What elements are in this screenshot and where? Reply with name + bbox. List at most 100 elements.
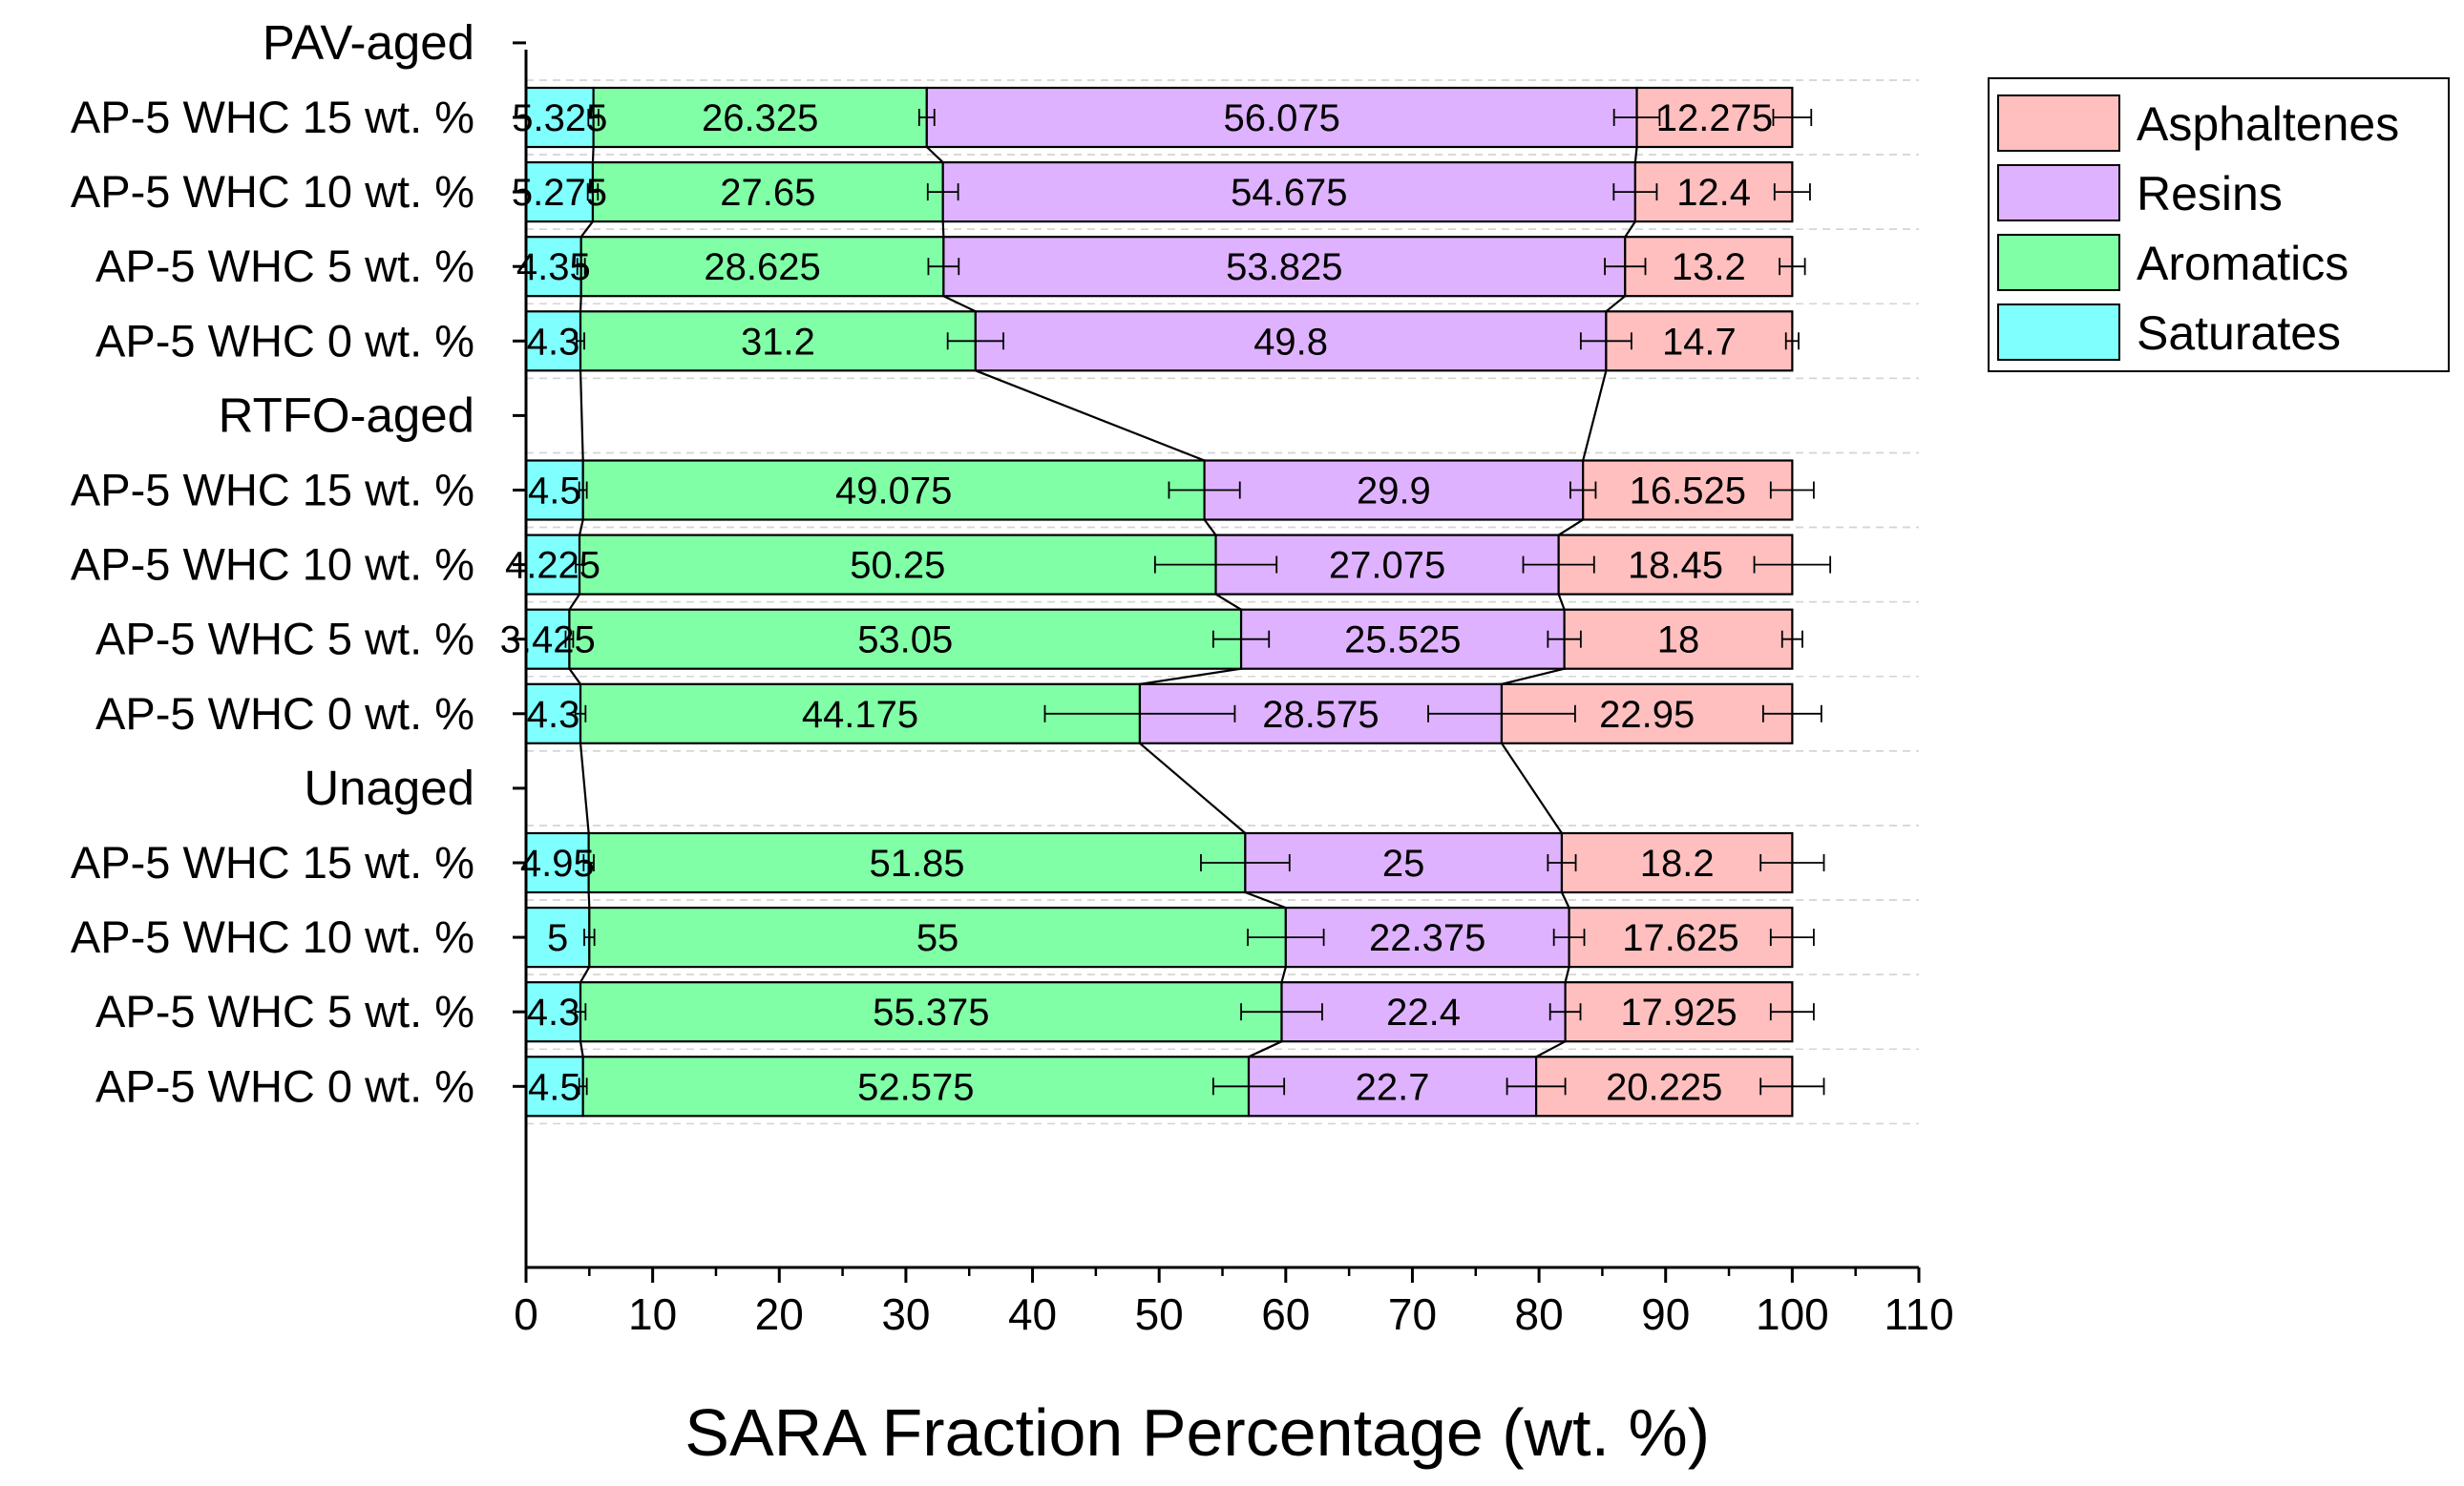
connector-line	[1633, 146, 1638, 163]
bar-segment-saturates	[524, 459, 584, 521]
error-bar	[1761, 704, 1822, 722]
data-label: 22.95	[1599, 694, 1695, 736]
x-tick-label: 60	[1261, 1289, 1310, 1339]
data-label: 4.5	[528, 471, 581, 513]
data-label: 44.175	[802, 694, 918, 736]
data-label: 22.7	[1356, 1066, 1430, 1108]
bar-segment-resins	[1244, 831, 1564, 894]
connector-line	[1139, 667, 1242, 685]
error-bar	[575, 555, 584, 574]
connector-line	[1244, 890, 1287, 910]
group-label: Unaged	[304, 761, 474, 815]
connector-line	[587, 891, 591, 909]
data-label: 27.075	[1329, 545, 1445, 587]
error-bar	[1759, 1078, 1825, 1096]
data-label: 29.9	[1357, 471, 1431, 513]
data-label: 4.3	[527, 694, 580, 736]
connector-line	[579, 370, 584, 461]
connector-line	[579, 1041, 584, 1057]
bar-segment-asphaltenes	[1633, 161, 1794, 223]
data-label: 4.3	[527, 321, 580, 363]
error-bar	[1506, 1078, 1567, 1096]
error-bar	[1779, 258, 1806, 276]
error-bar	[1247, 929, 1325, 947]
error-bar	[1769, 1003, 1815, 1021]
error-bar	[1168, 481, 1241, 499]
connector-line	[1560, 891, 1570, 909]
connector-line	[942, 295, 977, 313]
data-label: 18	[1657, 619, 1700, 661]
error-bar	[576, 332, 585, 350]
bar-segment-aromatics	[579, 981, 1283, 1043]
error-bar	[1612, 109, 1661, 126]
error-bar	[1759, 854, 1825, 871]
bar-segment-asphaltenes	[1557, 534, 1794, 596]
category-label: AP-5 WHC 0 wt. %	[95, 1060, 474, 1111]
data-label: 12.4	[1676, 172, 1751, 214]
data-label: 55	[916, 917, 959, 959]
group-label: PAV-aged	[263, 15, 474, 70]
connector-line	[579, 966, 591, 983]
data-label: 53.825	[1226, 246, 1342, 288]
x-tick-label: 110	[1884, 1289, 1953, 1339]
data-label: 25.525	[1344, 619, 1461, 661]
data-label: 56.075	[1224, 97, 1340, 139]
connector-line	[1203, 518, 1217, 536]
error-bar	[1240, 1003, 1323, 1021]
error-bar	[578, 1078, 588, 1096]
data-label: 5.325	[512, 97, 607, 139]
error-bar	[1604, 258, 1647, 276]
data-label: 14.7	[1662, 321, 1737, 363]
category-label: AP-5 WHC 10 wt. %	[71, 539, 474, 590]
error-bar	[927, 258, 960, 276]
category-label: AP-5 WHC 0 wt. %	[95, 315, 474, 366]
bar-segment-aromatics	[581, 1056, 1251, 1118]
bar-segment-asphaltenes	[1560, 831, 1794, 894]
legend-swatch-asphaltenes	[1997, 94, 2120, 152]
connector-line	[975, 369, 1206, 462]
connector-line	[591, 146, 595, 163]
data-label: 50.25	[850, 545, 945, 587]
data-label: 51.85	[869, 843, 964, 885]
connector-line	[1535, 1040, 1567, 1058]
data-label: 22.4	[1386, 992, 1461, 1034]
error-bar	[1548, 1003, 1582, 1021]
data-label: 16.525	[1630, 471, 1746, 513]
bar-segment-asphaltenes	[1535, 1056, 1794, 1118]
error-bar	[926, 183, 959, 201]
error-bar	[583, 929, 596, 947]
connector-line	[1605, 295, 1626, 313]
category-label: AP-5 WHC 10 wt. %	[71, 911, 474, 962]
x-tick-label: 30	[881, 1289, 930, 1339]
connector-line	[1501, 667, 1565, 685]
connector-line	[1280, 966, 1287, 983]
connector-line	[1214, 593, 1242, 611]
error-bar	[1547, 630, 1582, 648]
bar-segment-aromatics	[591, 161, 944, 223]
data-label: 27.65	[720, 172, 815, 214]
connector-line	[1582, 370, 1608, 461]
data-label: 49.8	[1253, 321, 1328, 363]
connector-lines	[568, 146, 1638, 1058]
data-label: 17.925	[1620, 992, 1737, 1034]
connector-line	[579, 220, 594, 238]
error-bar	[1427, 704, 1576, 722]
bar-segment-saturates	[524, 906, 591, 969]
data-label: 22.375	[1369, 917, 1485, 959]
data-label: 13.2	[1672, 246, 1746, 288]
connector-line	[568, 593, 580, 611]
x-tick-label: 0	[514, 1289, 538, 1339]
bar-segment-aromatics	[578, 534, 1217, 596]
bar-segment-saturates	[524, 86, 595, 149]
category-label: AP-5 WHC 10 wt. %	[71, 166, 474, 217]
connector-line	[926, 146, 944, 163]
category-label: AP-5 WHC 15 wt. %	[71, 92, 474, 142]
error-bar	[576, 258, 586, 276]
data-label: 31.2	[741, 321, 815, 363]
category-label: AP-5 WHC 5 wt. %	[95, 241, 474, 291]
category-label: AP-5 WHC 0 wt. %	[95, 688, 474, 739]
bar-segment-saturates	[524, 1056, 584, 1118]
connector-line	[1557, 594, 1566, 611]
x-tick-label: 50	[1135, 1289, 1184, 1339]
bar-segment-asphaltenes	[1568, 906, 1794, 969]
